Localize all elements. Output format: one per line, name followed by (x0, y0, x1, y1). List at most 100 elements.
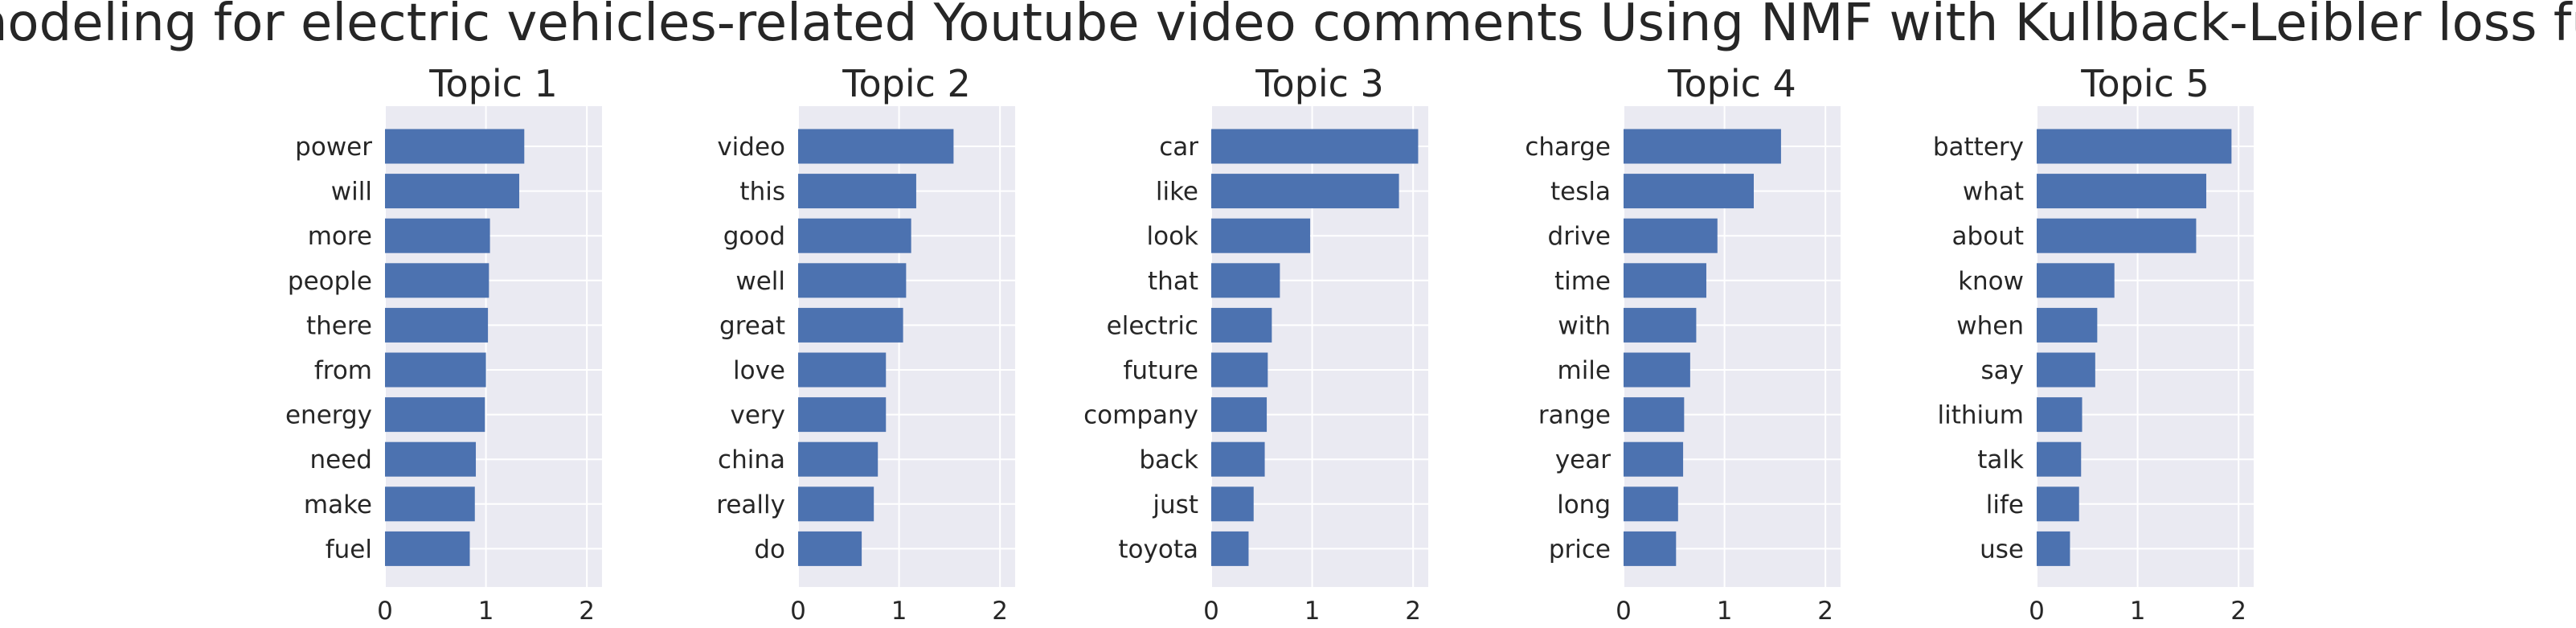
x-tick-label: 2 (2230, 597, 2246, 626)
y-tick-label: make (304, 490, 372, 519)
bar (1211, 486, 1254, 522)
y-tick-label: from (314, 356, 372, 385)
x-tick-label: 2 (992, 597, 1008, 626)
bar (2037, 263, 2115, 298)
bar (2037, 352, 2095, 388)
y-tick-label: really (716, 490, 785, 519)
bar (1624, 352, 1690, 388)
y-tick-label: china (718, 445, 785, 474)
bar (2037, 174, 2206, 209)
y-tick-label: look (1147, 222, 1199, 251)
y-tick-label: there (306, 311, 372, 340)
y-tick-label: with (1558, 311, 1611, 340)
bar (798, 307, 903, 343)
x-tick-label: 1 (2130, 597, 2146, 626)
y-tick-label: about (1952, 222, 2024, 251)
y-tick-label: what (1963, 178, 2024, 207)
x-tick-label: 0 (790, 597, 806, 626)
y-tick-label: say (1981, 356, 2025, 385)
bar (1624, 307, 1697, 343)
panel-title: Topic 3 (1255, 62, 1384, 105)
bar (1624, 397, 1685, 433)
bar (385, 531, 470, 566)
y-tick-label: time (1554, 267, 1611, 296)
y-tick-label: tesla (1550, 178, 1611, 207)
bar (385, 352, 486, 388)
y-tick-label: energy (285, 401, 372, 430)
y-tick-label: battery (1933, 133, 2024, 162)
bar (1211, 129, 1419, 164)
y-tick-label: need (310, 445, 372, 474)
y-tick-label: very (730, 401, 785, 430)
y-tick-label: future (1124, 356, 1199, 385)
y-tick-label: know (1958, 267, 2024, 296)
bar (385, 129, 525, 164)
bar (385, 486, 475, 522)
bar (798, 486, 874, 522)
bar (385, 441, 477, 477)
bar (1624, 263, 1706, 298)
bar (1624, 441, 1684, 477)
bar (798, 531, 862, 566)
y-tick-label: good (723, 222, 785, 251)
x-tick-label: 0 (377, 597, 393, 626)
y-tick-label: will (331, 178, 372, 207)
y-tick-label: year (1555, 445, 1611, 474)
y-tick-label: talk (1977, 445, 2024, 474)
bar (798, 352, 887, 388)
bar (385, 218, 490, 253)
y-tick-label: range (1538, 401, 1611, 430)
x-tick-label: 0 (1203, 597, 1219, 626)
x-tick-label: 1 (891, 597, 907, 626)
bar (385, 397, 485, 433)
bar (2037, 441, 2082, 477)
bar (1211, 218, 1311, 253)
y-tick-label: toyota (1118, 535, 1198, 564)
bar (2037, 307, 2098, 343)
y-tick-label: like (1156, 178, 1198, 207)
y-tick-label: love (733, 356, 785, 385)
x-tick-label: 2 (1405, 597, 1421, 626)
bar (1211, 263, 1280, 298)
x-tick-label: 1 (478, 597, 494, 626)
y-tick-label: electric (1107, 311, 1198, 340)
y-tick-label: mile (1558, 356, 1612, 385)
bar (1211, 531, 1249, 566)
y-tick-label: lithium (1938, 401, 2025, 430)
y-tick-label: do (754, 535, 785, 564)
x-tick-label: 0 (2029, 597, 2045, 626)
bar (1211, 307, 1272, 343)
y-tick-label: power (295, 133, 372, 162)
bar (798, 441, 878, 477)
panel-title: Topic 2 (842, 62, 971, 105)
bar (1624, 174, 1754, 209)
bar (798, 263, 907, 298)
y-tick-label: use (1980, 535, 2024, 564)
y-tick-label: video (717, 133, 785, 162)
topic-panel: charge tesla drive time with mile range year lon… (1525, 62, 1841, 626)
bar (385, 174, 520, 209)
x-tick-label: 2 (1817, 597, 1833, 626)
topic-panel: battery what about know when say lithium talk li… (1933, 62, 2254, 626)
y-tick-label: car (1159, 133, 1198, 162)
topic-panels: power will more people there from energy need ma… (285, 62, 2254, 626)
bar (798, 174, 916, 209)
x-tick-label: 0 (1616, 597, 1632, 626)
y-tick-label: long (1557, 490, 1611, 519)
y-tick-label: life (1986, 490, 2024, 519)
bar (1624, 129, 1781, 164)
bar (798, 218, 911, 253)
y-tick-label: company (1083, 401, 1198, 430)
y-tick-label: people (288, 267, 372, 296)
y-tick-label: great (719, 311, 785, 340)
y-tick-label: drive (1548, 222, 1611, 251)
figure-title: Topic modeling for electric vehicles-rel… (0, 0, 2576, 53)
y-tick-label: well (735, 267, 785, 296)
y-tick-label: more (308, 222, 372, 251)
panel-title: Topic 5 (2080, 62, 2209, 105)
bar (798, 129, 954, 164)
bar (1211, 174, 1399, 209)
bar (1211, 397, 1268, 433)
topic-panel: video this good well great love very china reall… (716, 62, 1015, 626)
